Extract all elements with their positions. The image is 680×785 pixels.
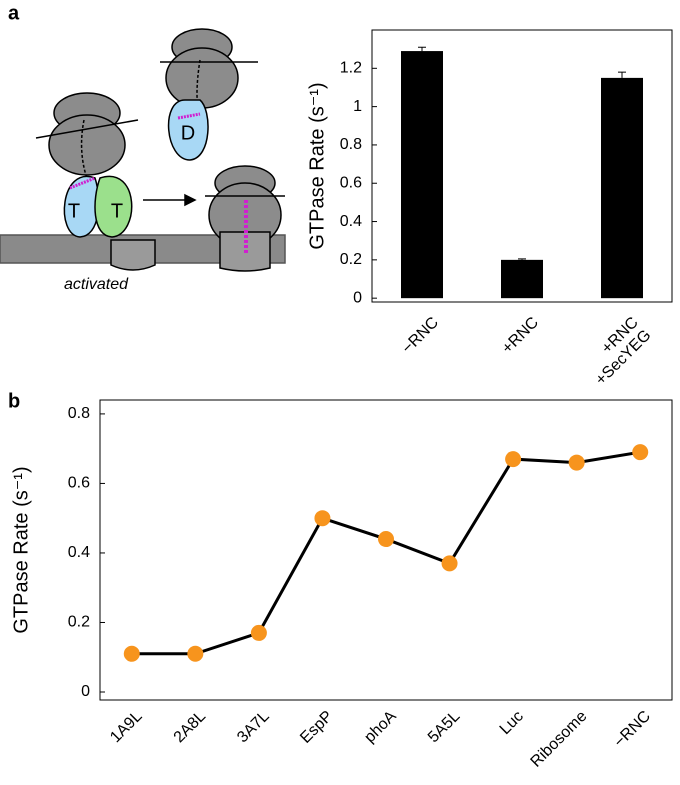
- y-tick-label: 0.4: [340, 213, 362, 230]
- point: [568, 454, 585, 471]
- point: [378, 531, 394, 548]
- x-tick-label: −RNC: [611, 708, 654, 751]
- diagram-caption: activated: [64, 276, 129, 293]
- point: [187, 645, 204, 662]
- point: [250, 624, 267, 641]
- bar: [401, 51, 443, 299]
- y-tick-label: 0: [81, 683, 90, 700]
- point: [441, 555, 458, 572]
- x-tick-label: Ribosome: [528, 708, 591, 771]
- y-tick-label: 0.6: [340, 174, 362, 191]
- diagram-label: T: [68, 200, 80, 222]
- y-tick-label: 0.2: [340, 251, 362, 268]
- x-tick-label: 5A5L: [425, 708, 464, 747]
- diagram-label: T: [111, 200, 123, 222]
- bar: [501, 259, 543, 299]
- point: [123, 645, 140, 662]
- point: [314, 510, 331, 527]
- x-tick-label: 1A9L: [107, 708, 146, 747]
- x-tick-label: 2A8L: [171, 708, 210, 747]
- diagram-label: D: [181, 122, 195, 144]
- x-tick-label: Luc: [497, 708, 527, 738]
- x-tick-label: EspP: [297, 708, 336, 747]
- panel-label: b: [8, 390, 20, 412]
- plot-frame: [371, 29, 673, 303]
- x-tick-label: 3A7L: [234, 708, 273, 747]
- point: [632, 444, 649, 461]
- point: [505, 451, 522, 468]
- panel-label: a: [8, 2, 20, 24]
- plot-frame: [99, 399, 673, 701]
- y-tick-label: 0.4: [68, 544, 90, 561]
- y-axis-label: GTPase Rate (s⁻¹): [306, 82, 328, 249]
- diagram: [0, 28, 286, 272]
- y-tick-label: 1.2: [340, 60, 362, 77]
- y-axis-label: GTPase Rate (s⁻¹): [10, 466, 32, 633]
- y-tick-label: 0.2: [68, 614, 90, 631]
- x-tick-label: phoA: [361, 708, 400, 747]
- y-tick-label: 0.8: [68, 405, 90, 422]
- y-tick-label: 0: [353, 289, 362, 306]
- y-tick-label: 0.8: [340, 136, 362, 153]
- y-tick-label: 1: [353, 98, 362, 115]
- bar: [601, 77, 643, 299]
- line: [131, 450, 641, 656]
- y-tick-label: 0.6: [68, 475, 90, 492]
